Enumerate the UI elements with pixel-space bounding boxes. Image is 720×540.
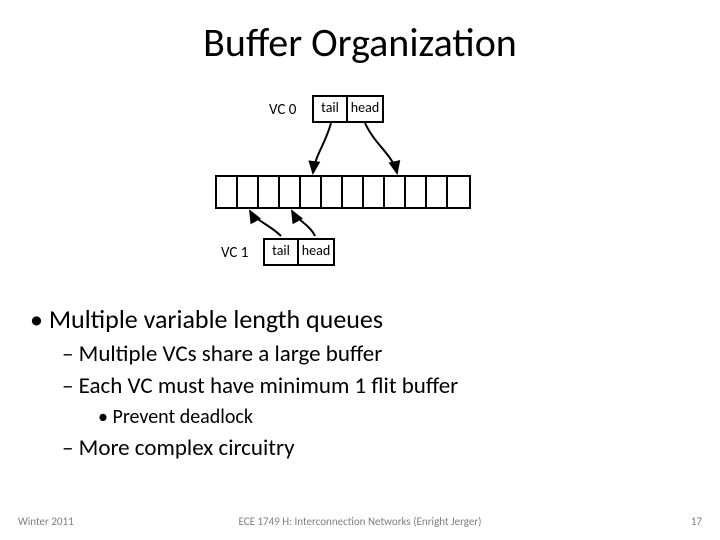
buffer-cell bbox=[364, 177, 385, 207]
vc1-label: VC 1 bbox=[221, 244, 248, 262]
bullet-text: Multiple VCs share a large buffer bbox=[79, 340, 383, 368]
shared-buffer bbox=[215, 175, 471, 209]
vc1-pointer-box: tail head bbox=[263, 238, 335, 266]
vc1-tail-cell: tail bbox=[265, 240, 299, 264]
vc0-pointer-box: tail head bbox=[312, 95, 384, 123]
buffer-cell bbox=[448, 177, 469, 207]
bullet-text: More complex circuitry bbox=[79, 434, 295, 462]
bullet-level2: – Multiple VCs share a large buffer bbox=[62, 340, 695, 369]
vc0-head-cell: head bbox=[348, 97, 382, 121]
footer-center: ECE 1749 H: Interconnection Networks (En… bbox=[0, 515, 720, 528]
buffer-cell bbox=[280, 177, 301, 207]
buffer-cell bbox=[343, 177, 364, 207]
bullet-text: Prevent deadlock bbox=[112, 405, 252, 429]
bullet-text: Each VC must have minimum 1 flit buffer bbox=[79, 372, 459, 400]
bullet-level1: • Multiple variable length queues bbox=[30, 303, 695, 336]
buffer-cell bbox=[406, 177, 427, 207]
buffer-diagram: VC 0 tail head VC 1 tail head bbox=[215, 95, 505, 275]
buffer-cell bbox=[238, 177, 259, 207]
slide-title: Buffer Organization bbox=[0, 18, 720, 67]
bullet-level3: • Prevent deadlock bbox=[98, 405, 695, 430]
bullet-level2: – More complex circuitry bbox=[62, 434, 695, 463]
buffer-cell bbox=[217, 177, 238, 207]
vc0-tail-cell: tail bbox=[314, 97, 348, 121]
buffer-cell bbox=[427, 177, 448, 207]
vc1-head-cell: head bbox=[299, 240, 333, 264]
bullet-list: • Multiple variable length queues – Mult… bbox=[30, 303, 695, 463]
bullet-text: Multiple variable length queues bbox=[49, 303, 383, 335]
bullet-level2: – Each VC must have minimum 1 flit buffe… bbox=[62, 372, 695, 401]
page-number: 17 bbox=[691, 515, 702, 528]
vc0-label: VC 0 bbox=[269, 101, 296, 119]
buffer-cell bbox=[259, 177, 280, 207]
buffer-cell bbox=[322, 177, 343, 207]
buffer-cell bbox=[301, 177, 322, 207]
buffer-cell bbox=[385, 177, 406, 207]
